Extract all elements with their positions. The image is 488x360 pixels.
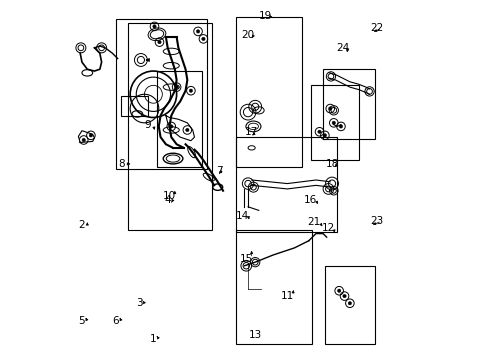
Circle shape [347, 302, 351, 305]
Text: 16: 16 [304, 195, 317, 204]
Text: 3: 3 [136, 298, 142, 308]
Text: 13: 13 [248, 330, 261, 341]
Circle shape [331, 121, 335, 125]
Text: 18: 18 [325, 159, 338, 169]
Text: 22: 22 [369, 23, 383, 33]
Text: 10: 10 [163, 191, 176, 201]
Text: 2: 2 [79, 220, 85, 230]
Circle shape [328, 107, 331, 110]
Circle shape [339, 125, 342, 128]
Circle shape [89, 134, 92, 137]
Text: 5: 5 [79, 316, 85, 326]
Circle shape [201, 37, 204, 41]
Text: 19: 19 [259, 11, 272, 21]
Circle shape [337, 289, 340, 292]
Text: 14: 14 [236, 211, 249, 221]
Text: 15: 15 [239, 253, 252, 264]
Circle shape [185, 128, 189, 132]
Circle shape [317, 130, 321, 134]
Text: 12: 12 [321, 223, 334, 233]
Circle shape [196, 30, 200, 33]
Text: 9: 9 [144, 120, 151, 130]
Text: 1: 1 [150, 334, 156, 344]
Circle shape [158, 40, 161, 44]
Circle shape [175, 85, 178, 89]
Text: 7: 7 [216, 166, 223, 176]
Text: 24: 24 [335, 43, 348, 53]
Circle shape [189, 89, 192, 93]
Text: 23: 23 [369, 216, 383, 226]
Circle shape [323, 134, 326, 137]
Text: 4: 4 [164, 195, 171, 204]
Circle shape [152, 25, 156, 28]
Text: 21: 21 [307, 217, 320, 227]
Circle shape [169, 125, 173, 128]
Circle shape [342, 294, 346, 298]
Text: 17: 17 [244, 127, 258, 137]
Circle shape [82, 138, 85, 142]
Text: 8: 8 [118, 159, 124, 169]
Text: 11: 11 [280, 291, 293, 301]
Text: 6: 6 [112, 316, 119, 326]
Text: 20: 20 [241, 30, 254, 40]
